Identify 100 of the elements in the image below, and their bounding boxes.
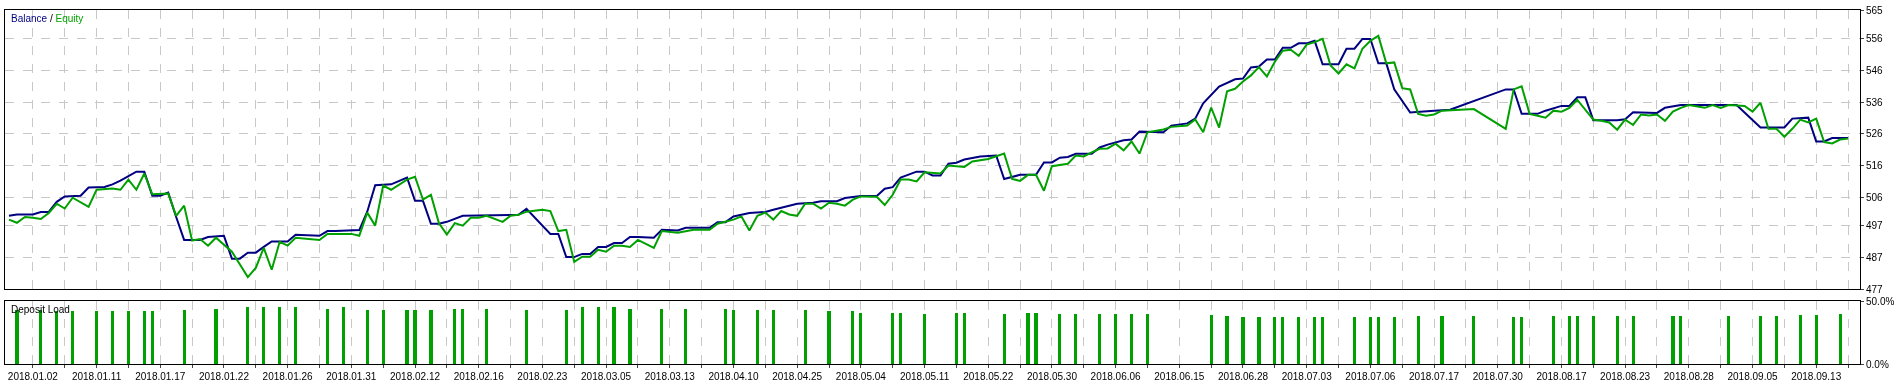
bar: [485, 309, 488, 364]
bar: [429, 310, 433, 364]
x-tick-label: 2018.02.12: [389, 371, 441, 382]
x-tick-label: 2018.06.15: [1154, 371, 1205, 382]
y-tick-label: 506: [1866, 191, 1884, 203]
x-tick-label: 2018.06.28: [1217, 371, 1269, 382]
bar: [1576, 316, 1579, 364]
x-tick-label: 2018.07.17: [1409, 371, 1460, 382]
bar: [581, 307, 584, 364]
bar: [1034, 313, 1038, 364]
x-tick-label: 2018.01.11: [71, 371, 122, 382]
bar: [1512, 317, 1515, 364]
bar: [923, 314, 926, 364]
bar: [453, 309, 456, 364]
bar: [278, 307, 281, 364]
x-tick-label: 2018.02.16: [453, 371, 505, 382]
bar: [111, 311, 114, 364]
bar: [1775, 316, 1778, 364]
x-tick-label: 2018.04.25: [772, 371, 823, 382]
bar: [262, 307, 265, 364]
y-tick-label: 487: [1866, 252, 1884, 264]
bar: [461, 309, 464, 364]
bar: [382, 310, 385, 364]
bar: [612, 307, 616, 364]
bar: [1616, 316, 1619, 364]
x-tick-label: 2018.05.04: [835, 371, 887, 382]
x-tick-label: 2018.08.28: [1663, 371, 1715, 382]
bar: [565, 310, 568, 364]
y-tick-label: 0.0%: [1866, 358, 1889, 370]
bar: [1074, 314, 1077, 364]
bar: [899, 313, 902, 364]
y-tick-label: 526: [1866, 128, 1884, 140]
y-tick-label: 477: [1866, 283, 1884, 295]
text: Equity: [55, 13, 84, 24]
bar: [71, 311, 74, 364]
x-tick-label: 2018.01.02: [7, 371, 59, 382]
bar: [1281, 317, 1284, 364]
bar: [684, 309, 687, 364]
bar: [1727, 316, 1730, 364]
y-tick-label: 556: [1866, 33, 1884, 45]
bar: [1026, 313, 1030, 364]
bar: [1472, 316, 1475, 364]
bar: [1759, 316, 1762, 364]
x-tick-label: 2018.08.17: [1536, 371, 1587, 382]
text: Balance: [11, 13, 48, 24]
bar: [1592, 316, 1595, 364]
bar: [851, 311, 854, 364]
bar: [405, 310, 409, 364]
bar: [127, 311, 130, 364]
bar: [1098, 314, 1101, 364]
bar: [1679, 316, 1682, 364]
bar: [1146, 314, 1149, 364]
bar: [891, 313, 894, 364]
bar: [1393, 317, 1396, 364]
bar: [732, 310, 735, 364]
bar: [326, 309, 329, 364]
bar: [413, 310, 417, 364]
bar: [1369, 317, 1372, 364]
bar: [1130, 314, 1133, 364]
bar: [95, 311, 98, 364]
bar: [1257, 317, 1261, 364]
bar: [1632, 316, 1635, 364]
bar: [1321, 317, 1324, 364]
bar: [628, 309, 632, 364]
bar: [1114, 314, 1117, 364]
x-tick-label: 2018.05.22: [963, 371, 1014, 382]
bar: [756, 310, 759, 364]
bar: [963, 313, 966, 364]
x-tick-label: 2018.07.03: [1281, 371, 1333, 382]
bar: [955, 313, 958, 364]
bar: [143, 311, 146, 364]
annotation: /: [49, 13, 53, 24]
x-tick-label: 2018.07.06: [1345, 371, 1396, 382]
bar: [724, 309, 727, 364]
x-tick-label: 2018.08.23: [1600, 371, 1651, 382]
bar: [366, 310, 369, 364]
x-tick-label: 2018.06.06: [1090, 371, 1142, 382]
bar: [1273, 317, 1276, 364]
x-tick-label: 2018.02.23: [517, 371, 568, 382]
y-tick-label: 50.0%: [1866, 295, 1895, 307]
x-tick-label: 2018.09.05: [1727, 371, 1778, 382]
bar: [772, 310, 775, 364]
bar: [597, 307, 600, 364]
bar: [1377, 317, 1380, 364]
bar: [1417, 316, 1420, 364]
bar: [1225, 316, 1229, 364]
x-tick-label: 2018.07.30: [1472, 371, 1524, 382]
bar: [151, 311, 154, 364]
y-tick-label: 546: [1866, 64, 1884, 76]
x-tick-label: 2018.01.26: [262, 371, 314, 382]
bar: [1568, 316, 1571, 364]
x-tick-label: 2018.03.05: [581, 371, 632, 382]
x-tick-label: 2018.01.22: [198, 371, 250, 382]
bar: [1520, 317, 1523, 364]
bar: [183, 310, 186, 364]
x-tick-label: 2018.05.11: [899, 371, 950, 382]
bar: [1353, 317, 1356, 364]
x-tick-label: 2018.05.30: [1026, 371, 1078, 382]
bar: [1058, 314, 1061, 364]
bar: [1440, 316, 1444, 364]
